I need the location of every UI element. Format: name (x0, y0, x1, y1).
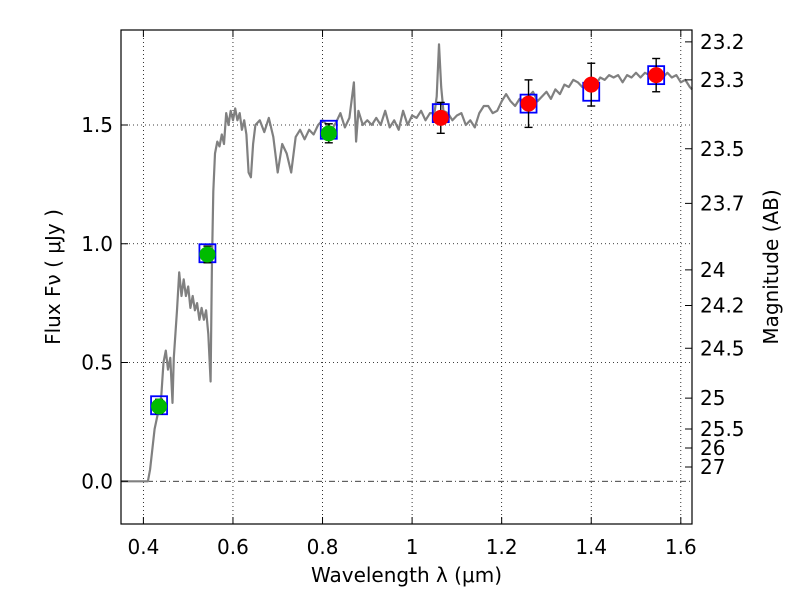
mag-tick-label-4: 24 (700, 258, 725, 282)
y-axis-label: Flux Fν ( μJy ) (41, 209, 65, 345)
photometry-markers (150, 57, 666, 416)
nir-data-point-3 (648, 67, 665, 84)
mag-tick-label-1: 23.3 (700, 68, 745, 92)
y-tick-label-3: 1.5 (81, 113, 113, 137)
plot-border (120, 29, 693, 525)
nir-data-point-2 (583, 76, 600, 93)
nir-data-point-0 (432, 109, 449, 126)
optical-data-point-1 (199, 246, 216, 263)
mag-tick-label-8: 25.5 (700, 417, 745, 441)
y-tick-label-2: 1.0 (81, 232, 113, 256)
optical-data-point-0 (151, 398, 168, 415)
axis-ticks: 0.4 0.6 0.8 1 1.2 1.4 1.6 0.0 0.5 1.0 1.5 23.2 23.3 2… (81, 30, 744, 559)
right-axis-label: Magnitude (AB) (759, 189, 783, 344)
x-tick-label-3: 1 (406, 535, 419, 559)
mag-tick-label-7: 25 (700, 386, 725, 410)
x-tick-label-6: 1.6 (665, 535, 697, 559)
optical-data-point-2 (320, 125, 337, 142)
mag-tick-label-6: 24.5 (700, 336, 745, 360)
mag-tick-label-2: 23.5 (700, 137, 745, 161)
y-tick-label-1: 0.5 (81, 351, 113, 375)
mag-tick-label-5: 24.2 (700, 294, 745, 318)
x-axis-label: Wavelength λ (μm) (311, 563, 502, 587)
mag-tick-label-0: 23.2 (700, 30, 745, 54)
plot-frame (120, 29, 693, 525)
y-tick-label-0: 0.0 (81, 469, 113, 493)
axis-labels: Wavelength λ (μm) Flux Fν ( μJy ) Magnit… (41, 189, 783, 587)
x-tick-label-5: 1.4 (575, 535, 607, 559)
x-tick-label-2: 0.8 (307, 535, 339, 559)
mag-tick-label-9: 26 (700, 436, 725, 460)
mag-tick-label-10: 27 (700, 455, 725, 479)
nir-data-point-1 (520, 95, 537, 112)
x-tick-label-0: 0.4 (127, 535, 159, 559)
x-tick-label-4: 1.2 (486, 535, 518, 559)
grid-lines (121, 30, 692, 524)
mag-tick-label-3: 23.7 (700, 191, 745, 215)
x-tick-label-1: 0.6 (217, 535, 249, 559)
